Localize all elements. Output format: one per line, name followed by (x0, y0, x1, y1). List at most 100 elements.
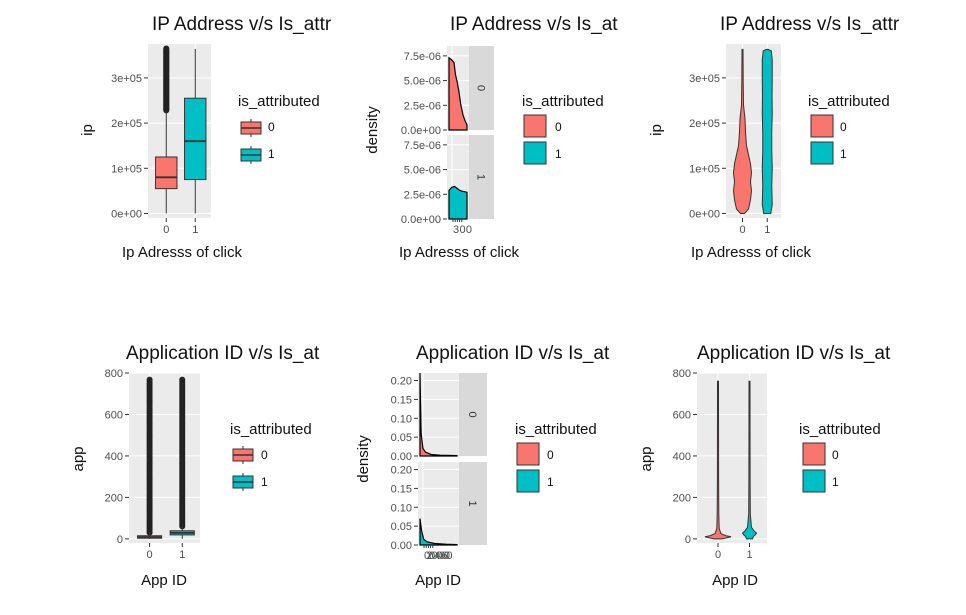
box (155, 156, 178, 190)
y-tick-label: 400 (673, 451, 691, 463)
x-tick-label: 1 (746, 549, 752, 561)
legend-label: 0 (261, 448, 268, 462)
legend-label: 1 (840, 147, 847, 161)
x-axis-label: Ip Adresss of click (122, 244, 243, 261)
violin-shape (732, 48, 753, 214)
y-tick-label: 0.05 (391, 432, 412, 444)
y-tick-label: 200 (673, 492, 691, 504)
panel-background (418, 373, 459, 456)
plot-title: Application ID v/s Is_at (697, 343, 891, 364)
y-axis-label: ip (79, 124, 96, 136)
box (184, 97, 207, 181)
legend-key (810, 114, 834, 138)
density-curve (448, 56, 468, 131)
x-axis-label: App ID (415, 572, 461, 589)
density-curve (419, 518, 458, 546)
legend-title: is_attributed (238, 93, 320, 110)
y-axis-label: ip (648, 124, 665, 136)
y-tick-label: 7.5e-06 (404, 140, 441, 152)
y-tick-label: 2e+05 (689, 118, 720, 130)
y-tick-label: 800 (105, 368, 123, 380)
y-tick-label: 0.20 (391, 465, 412, 477)
y-tick-label: 0.15 (391, 394, 412, 406)
facet-label: 0 (475, 85, 487, 91)
x-axis-label: App ID (712, 572, 758, 589)
density-curve (419, 372, 458, 457)
legend-label: 0 (840, 120, 847, 134)
y-tick-label: 5.0e-06 (404, 165, 441, 177)
y-axis-label: app (70, 446, 87, 471)
facet-strip (459, 462, 487, 545)
panel-background (418, 462, 459, 545)
plot-title: IP Address v/s Is_at (450, 14, 618, 35)
outlier-point (146, 376, 153, 383)
legend-key (523, 114, 547, 138)
y-tick-label: 2.5e-06 (404, 100, 441, 112)
x-tick-label: 300 (453, 224, 472, 236)
x-axis-label: Ip Adresss of click (399, 244, 520, 261)
y-tick-label: 7.5e-06 (404, 51, 441, 63)
y-tick-label: 2.5e-06 (404, 189, 441, 201)
y-tick-label: 600 (673, 409, 691, 421)
legend-label: 0 (268, 120, 275, 134)
y-tick-label: 0e+00 (111, 208, 142, 220)
legend-label: 0 (555, 120, 562, 134)
violin-shape (741, 380, 758, 540)
x-tick-label: 0 (739, 224, 745, 236)
y-tick-label: 0e+00 (689, 208, 720, 220)
y-tick-label: 0.10 (391, 413, 412, 425)
y-axis-label: density (355, 435, 372, 483)
facet-label: 1 (475, 174, 487, 180)
legend-title: is_attributed (808, 93, 890, 110)
facet-strip (459, 373, 487, 456)
legend-key (516, 442, 540, 466)
plot-title: IP Address v/s Is_attr (152, 14, 332, 35)
y-tick-label: 0.20 (391, 376, 412, 388)
panel-background (129, 373, 200, 543)
y-tick-label: 0.10 (391, 502, 412, 514)
legend-label: 0 (832, 448, 839, 462)
legend-title: is_attributed (799, 421, 881, 438)
violin-shape (704, 380, 732, 540)
y-tick-label: 200 (105, 492, 123, 504)
facet-label: 0 (466, 411, 478, 417)
outlier-point (179, 376, 186, 383)
y-tick-label: 3e+05 (689, 73, 720, 85)
x-tick-label: 1 (192, 224, 198, 236)
legend-title: is_attributed (230, 421, 312, 438)
chart-marks: 0e+00 1e+05 2e+05 3e+05 0 1 0.0e+00 2.5e-06 5.0e… (105, 44, 834, 562)
x-tick-label: 0 (147, 549, 153, 561)
y-tick-label: 0.0e+00 (401, 214, 441, 226)
y-tick-label: 400 (105, 451, 123, 463)
y-tick-label: 600 (105, 409, 123, 421)
y-tick-label: 1e+05 (111, 163, 142, 175)
legend-key (810, 141, 834, 165)
facet-strip (469, 46, 494, 130)
legend-key (516, 469, 540, 493)
legend-label: 1 (555, 147, 562, 161)
y-tick-label: 0.15 (391, 483, 412, 495)
violin-shape (761, 48, 773, 214)
legend-label: 1 (268, 147, 275, 161)
plot-title: IP Address v/s Is_attr (720, 14, 900, 35)
legend-label: 0 (547, 448, 554, 462)
plot-title: Application ID v/s Is_at (416, 343, 610, 364)
legend-label: 1 (832, 475, 839, 489)
y-tick-label: 0.00 (391, 540, 412, 552)
y-tick-label: 0.05 (391, 521, 412, 533)
x-tick-label: 0200400600 (424, 550, 453, 562)
y-tick-label: 800 (673, 368, 691, 380)
y-tick-label: 2e+05 (111, 118, 142, 130)
x-tick-label: 1 (764, 224, 770, 236)
legend-label: 1 (547, 475, 554, 489)
x-axis-label: App ID (141, 572, 187, 589)
facet-label: 1 (466, 500, 478, 506)
x-tick-label: 0 (715, 549, 721, 561)
facet-strip (469, 135, 494, 219)
y-tick-label: 0 (685, 534, 691, 546)
y-tick-label: 0 (117, 534, 123, 546)
y-axis-label: density (364, 106, 381, 154)
legend-key (802, 469, 826, 493)
x-tick-label: 1 (179, 549, 185, 561)
